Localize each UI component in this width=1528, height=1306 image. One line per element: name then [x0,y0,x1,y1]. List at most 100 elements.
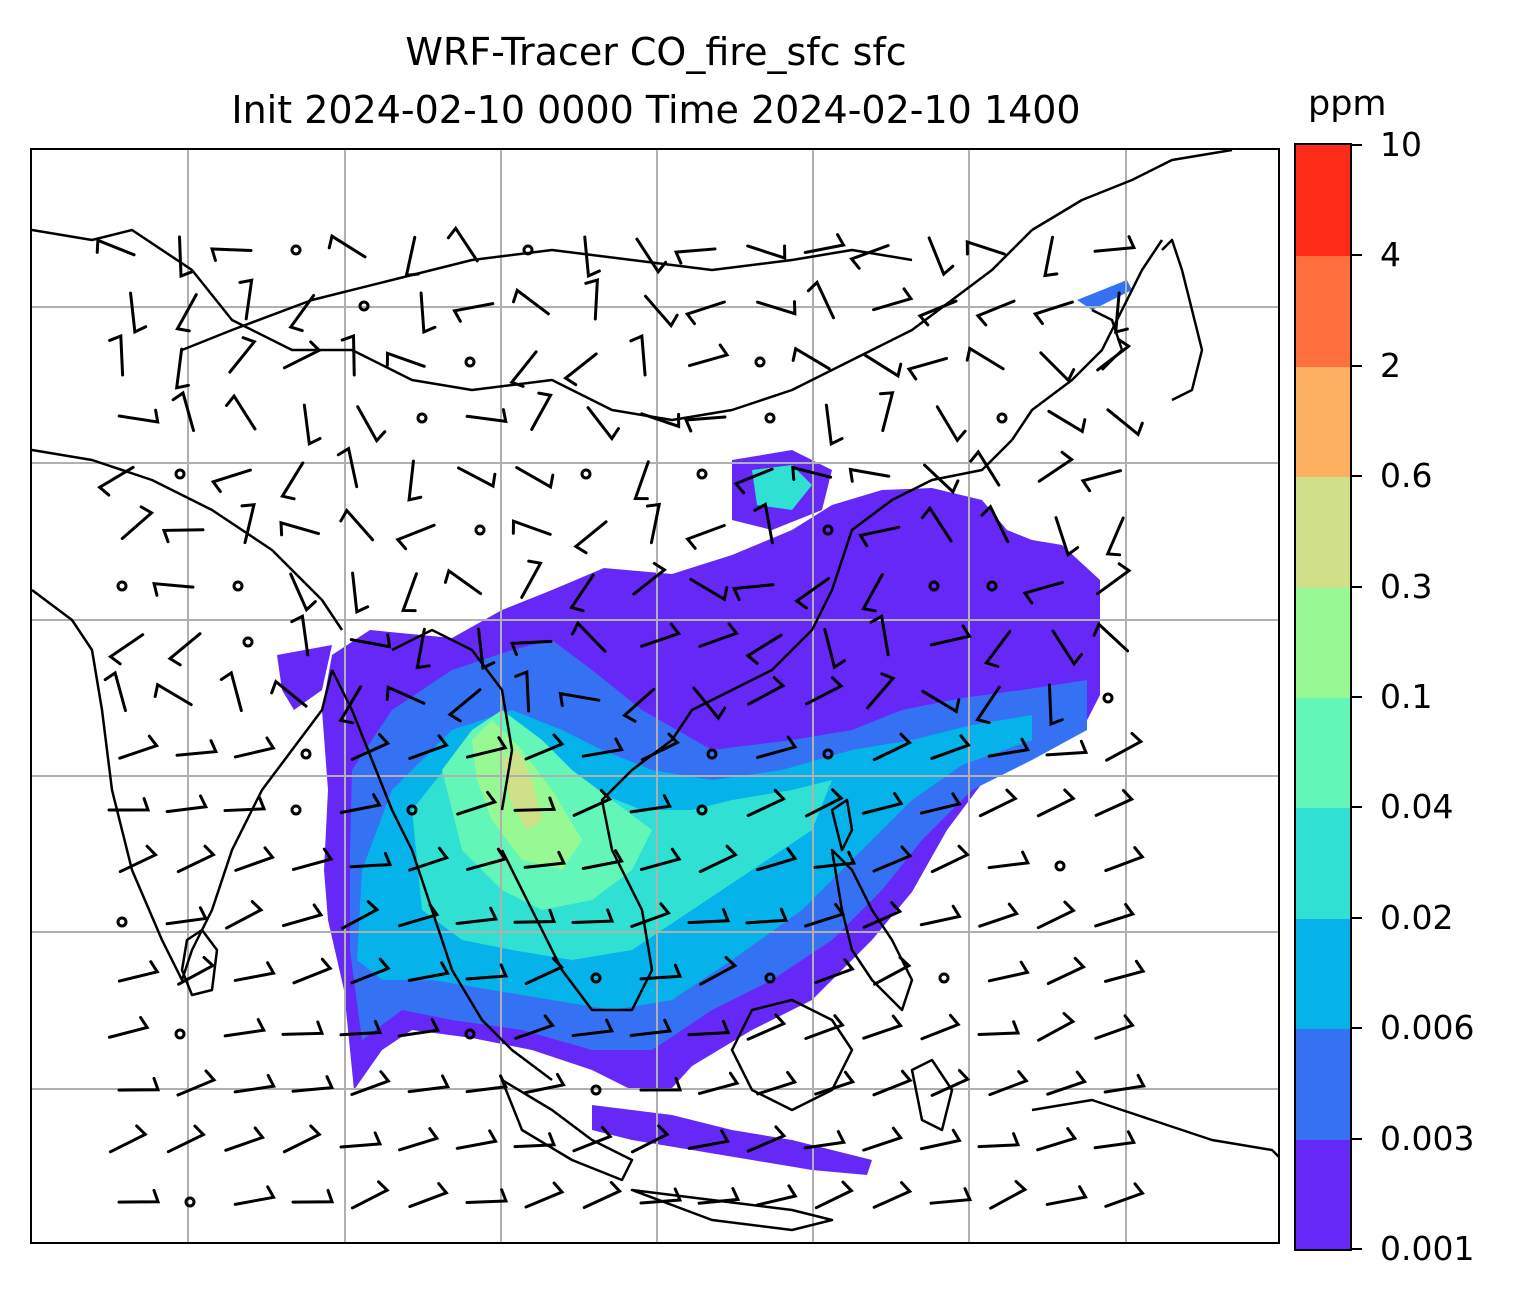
wind-barb [129,291,148,335]
calm-wind-marker [996,412,1008,424]
wind-barb [514,669,531,713]
wind-barb [395,523,436,551]
wind-barb [975,299,1016,327]
wind-barb [302,403,322,447]
wind-barb [755,735,798,759]
wind-barb [921,689,961,714]
colorbar [1294,143,1352,1251]
plume-east-strip [1077,280,1132,310]
wind-barb [571,1018,615,1038]
colorbar-segment [1296,145,1350,257]
wind-barb [165,794,209,814]
wind-barb [861,791,904,815]
coast-sumatra [500,1078,634,1182]
wind-barb [523,850,567,869]
colorbar-tick [1352,254,1362,257]
wind-barb [1094,1014,1135,1040]
wind-barb [814,1070,856,1096]
wind-barb [872,287,914,312]
wind-barb [629,1018,673,1037]
wind-barb [1054,516,1080,558]
wind-barb [919,792,962,815]
map-panel [30,148,1280,1244]
wind-barb [117,1076,161,1092]
wind-barb [349,633,392,649]
wind-barb [861,573,884,613]
wind-barb [639,963,683,981]
wind-barb [746,1125,787,1153]
wind-barb [581,849,624,870]
border-india-himalaya [32,448,344,631]
wind-barb [153,682,193,707]
calm-wind-marker [300,748,312,760]
wind-barb [240,502,256,545]
calm-wind-marker [696,468,708,480]
wind-barb [419,291,437,335]
wind-barb [965,346,1005,371]
calm-wind-marker [232,580,244,592]
wind-barb [520,559,543,599]
calm-wind-marker [522,244,534,256]
wind-barb [865,672,896,710]
wind-barb [233,1074,277,1094]
coast-taiwan [830,798,854,852]
wind-barb [687,343,730,368]
wind-barb [291,1188,335,1204]
wind-barb [906,356,949,381]
wind-barb [161,528,205,544]
wind-barb [803,1130,847,1150]
wind-barb [582,1180,623,1209]
wind-barb [279,520,320,537]
calm-wind-marker [706,748,718,760]
wind-barb [455,906,499,926]
plot-title-line1: WRF-Tracer CO_fire_sfc sfc [405,30,907,74]
wind-barb [175,293,198,333]
wind-barb [862,1014,904,1040]
wind-barb [1046,1070,1088,1096]
wind-barb [234,846,275,872]
wind-barb [639,1187,683,1205]
wind-barb [171,390,195,433]
colorbar-segment [1296,917,1350,1030]
wind-barb [465,736,508,759]
wind-barb [339,1019,383,1037]
calm-wind-marker [764,972,776,984]
wind-barb [108,333,125,377]
wind-barb [1051,629,1083,667]
wind-barb [640,622,682,648]
coast-java [630,1188,834,1232]
wind-barb [107,1015,150,1039]
wind-barb [513,1132,557,1149]
wind-barb [746,1013,787,1041]
wind-barb [152,582,195,597]
wind-barb [731,583,775,601]
wind-barb [1045,1185,1088,1206]
wind-barb [407,1074,451,1094]
wind-barb [987,850,1031,870]
wind-barb [509,639,553,656]
wind-barb [745,633,783,665]
coast-philippines [830,848,914,1012]
wind-barb [336,446,359,489]
wind-barb [118,734,160,760]
calm-wind-marker [590,972,602,984]
wind-barb [398,1127,440,1152]
wind-barb [289,572,317,613]
colorbar-units: ppm [1308,84,1387,124]
coastlines [32,150,1278,1232]
wind-barb [689,577,729,602]
colorbar-tick [1352,806,1362,809]
calm-wind-marker [116,916,128,928]
wind-barb [814,1180,854,1210]
wind-barb [746,788,787,818]
wind-barb [225,393,257,431]
wind-barb [988,1070,1029,1097]
wind-barb [1036,788,1076,818]
wind-barb [977,1132,1021,1149]
wind-barb [107,797,151,812]
wind-barb [465,847,508,871]
wind-barb [223,1018,267,1038]
plume-south [592,1105,872,1175]
wind-barb [103,670,127,713]
calm-wind-marker [1054,860,1066,872]
